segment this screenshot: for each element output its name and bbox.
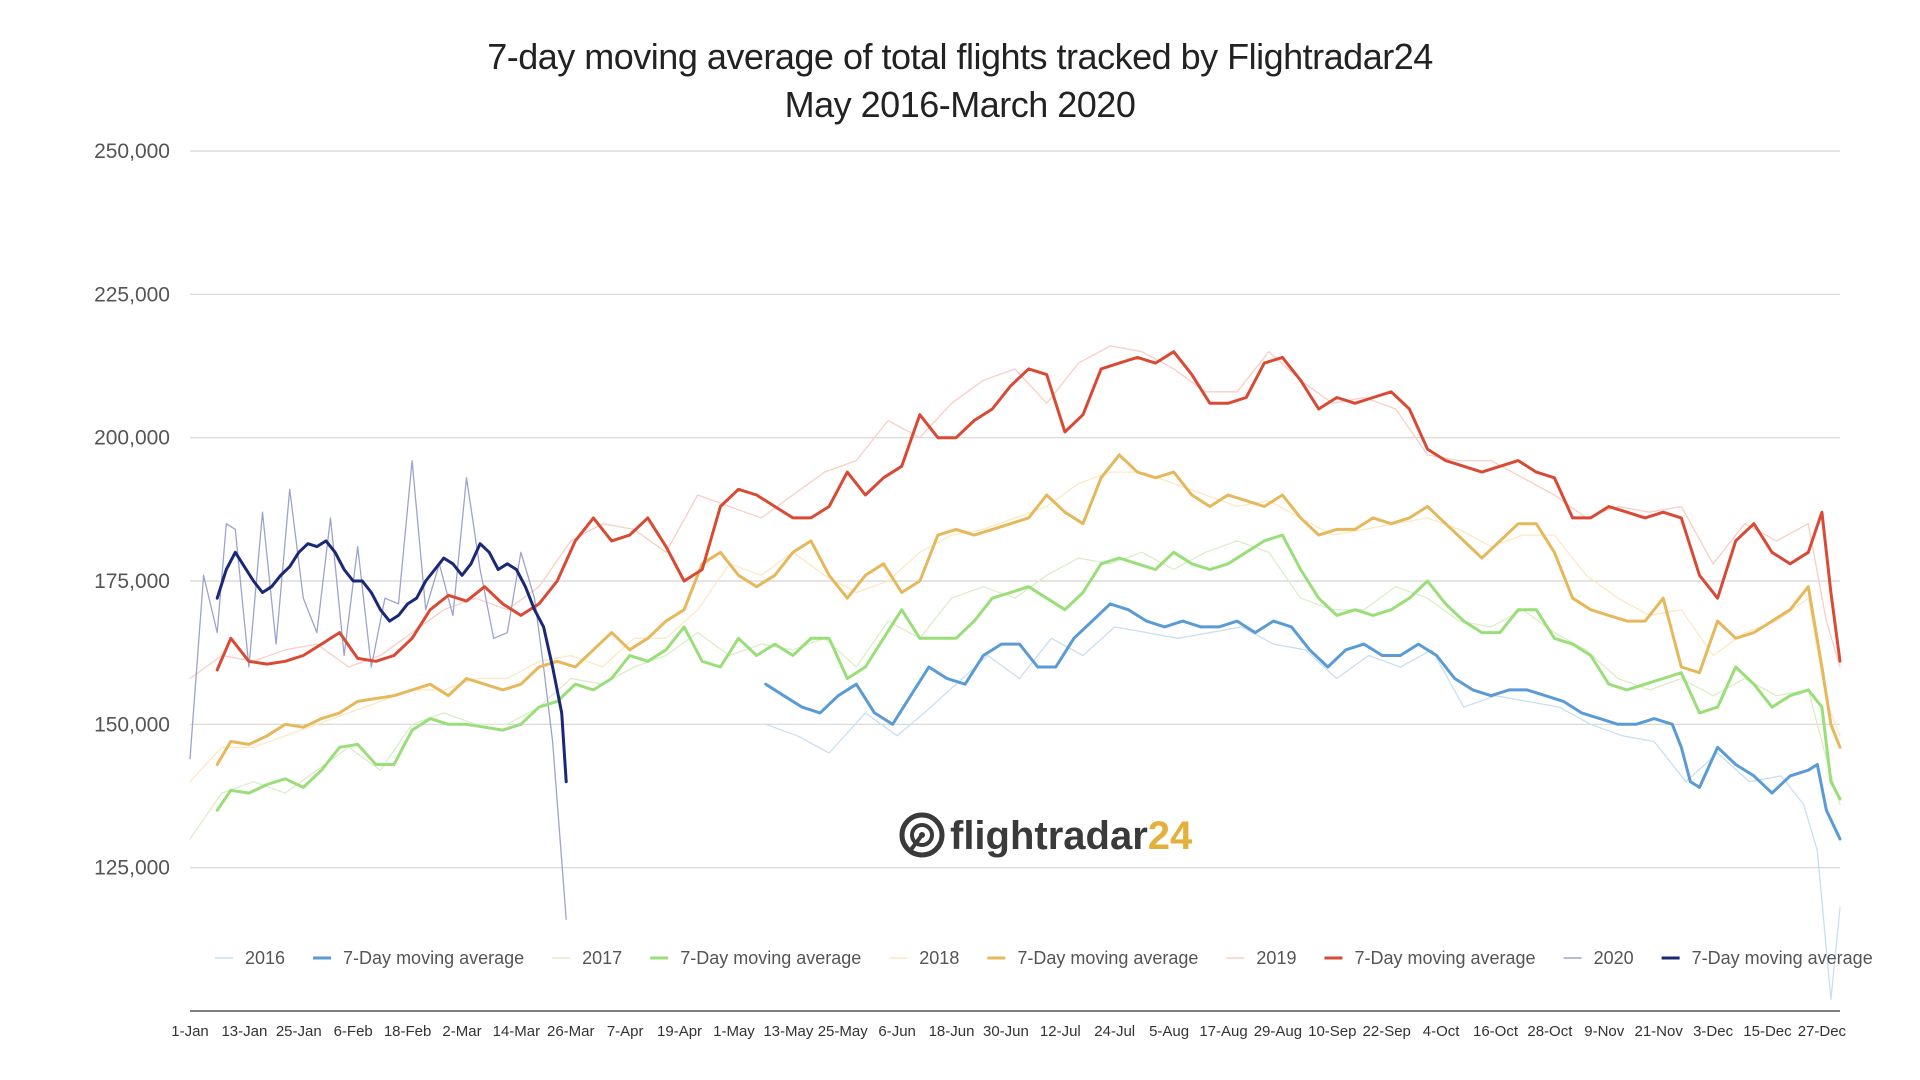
legend-label-8: 2020 xyxy=(1594,948,1634,968)
logo-text-accent: 24 xyxy=(1148,814,1193,858)
legend-label-6: 2019 xyxy=(1256,948,1296,968)
x-tick-label: 5-Aug xyxy=(1149,1023,1189,1040)
legend-label-4: 2018 xyxy=(919,948,959,968)
chart-title: 7-day moving average of total flights tr… xyxy=(487,36,1433,77)
legend-label-9: 7-Day moving average xyxy=(1692,948,1873,968)
legend-label-0: 2016 xyxy=(245,948,285,968)
y-tick-label: 200,000 xyxy=(94,427,170,450)
x-tick-label: 1-Jan xyxy=(171,1023,209,1040)
x-tick-label: 3-Dec xyxy=(1693,1023,1734,1040)
chart-subtitle: May 2016-March 2020 xyxy=(784,84,1136,125)
x-tick-label: 17-Aug xyxy=(1199,1023,1247,1040)
x-tick-label: 14-Mar xyxy=(493,1023,541,1040)
x-tick-label: 7-Apr xyxy=(607,1023,644,1040)
legend: 2016 7-Day moving average 2017 7-Day moving… xyxy=(215,948,1873,968)
daily-series-group xyxy=(189,345,1841,1001)
series-moving-average-9 xyxy=(215,539,568,784)
x-tick-label: 21-Nov xyxy=(1635,1023,1684,1040)
series-moving-average-1 xyxy=(764,602,1842,841)
x-tick-label: 2-Mar xyxy=(442,1023,481,1040)
grid-lines xyxy=(190,150,1840,869)
y-tick-label: 250,000 xyxy=(94,140,170,163)
y-tick-label: 225,000 xyxy=(94,283,170,306)
y-tick-label: 125,000 xyxy=(94,857,170,880)
series-moving-average-7 xyxy=(215,350,1842,672)
moving-average-series-group xyxy=(215,350,1842,841)
x-axis-ticks: 1-Jan 13-Jan 25-Jan 6-Feb 18-Feb 2-Mar 14-Mar 2… xyxy=(171,1023,1846,1040)
radar-icon xyxy=(899,812,945,858)
series-daily-4 xyxy=(189,471,1841,783)
legend-label-3: 7-Day moving average xyxy=(680,948,861,968)
x-tick-label: 22-Sep xyxy=(1363,1023,1411,1040)
x-tick-label: 6-Feb xyxy=(334,1023,373,1040)
series-moving-average-3 xyxy=(215,533,1842,812)
legend-label-2: 2017 xyxy=(582,948,622,968)
y-tick-label: 175,000 xyxy=(94,570,170,593)
legend-label-1: 7-Day moving average xyxy=(343,948,524,968)
logo-text-main: flightradar xyxy=(950,814,1148,858)
x-tick-label: 25-May xyxy=(818,1023,869,1040)
x-tick-label: 28-Oct xyxy=(1527,1023,1573,1040)
series-moving-average-5 xyxy=(215,453,1842,766)
series-daily-8 xyxy=(189,459,567,920)
series-daily-0 xyxy=(765,626,1841,1001)
x-tick-label: 25-Jan xyxy=(276,1023,322,1040)
x-tick-label: 18-Feb xyxy=(384,1023,432,1040)
x-tick-label: 26-Mar xyxy=(547,1023,595,1040)
x-tick-label: 9-Nov xyxy=(1584,1023,1625,1040)
x-tick-label: 29-Aug xyxy=(1254,1023,1302,1040)
x-tick-label: 24-Jul xyxy=(1094,1023,1135,1040)
x-tick-label: 6-Jun xyxy=(878,1023,916,1040)
y-tick-label: 150,000 xyxy=(94,713,170,736)
x-tick-label: 27-Dec xyxy=(1798,1023,1847,1040)
y-axis-ticks: 125,000 150,000 175,000 200,000 225,000 250,0… xyxy=(94,140,170,880)
x-tick-label: 18-Jun xyxy=(929,1023,975,1040)
x-tick-label: 10-Sep xyxy=(1308,1023,1356,1040)
x-tick-label: 1-May xyxy=(713,1023,755,1040)
series-daily-6 xyxy=(189,345,1841,680)
legend-label-5: 7-Day moving average xyxy=(1017,948,1198,968)
flightradar24-logo: flightradar24 xyxy=(899,812,1193,858)
x-tick-label: 30-Jun xyxy=(983,1023,1029,1040)
svg-text:flightradar24: flightradar24 xyxy=(950,814,1193,858)
x-tick-label: 16-Oct xyxy=(1473,1023,1519,1040)
x-tick-label: 12-Jul xyxy=(1040,1023,1081,1040)
legend-label-7: 7-Day moving average xyxy=(1354,948,1535,968)
x-tick-label: 13-Jan xyxy=(221,1023,267,1040)
x-tick-label: 13-May xyxy=(763,1023,814,1040)
x-tick-label: 19-Apr xyxy=(657,1023,702,1040)
x-tick-label: 15-Dec xyxy=(1743,1023,1792,1040)
x-tick-label: 4-Oct xyxy=(1423,1023,1461,1040)
